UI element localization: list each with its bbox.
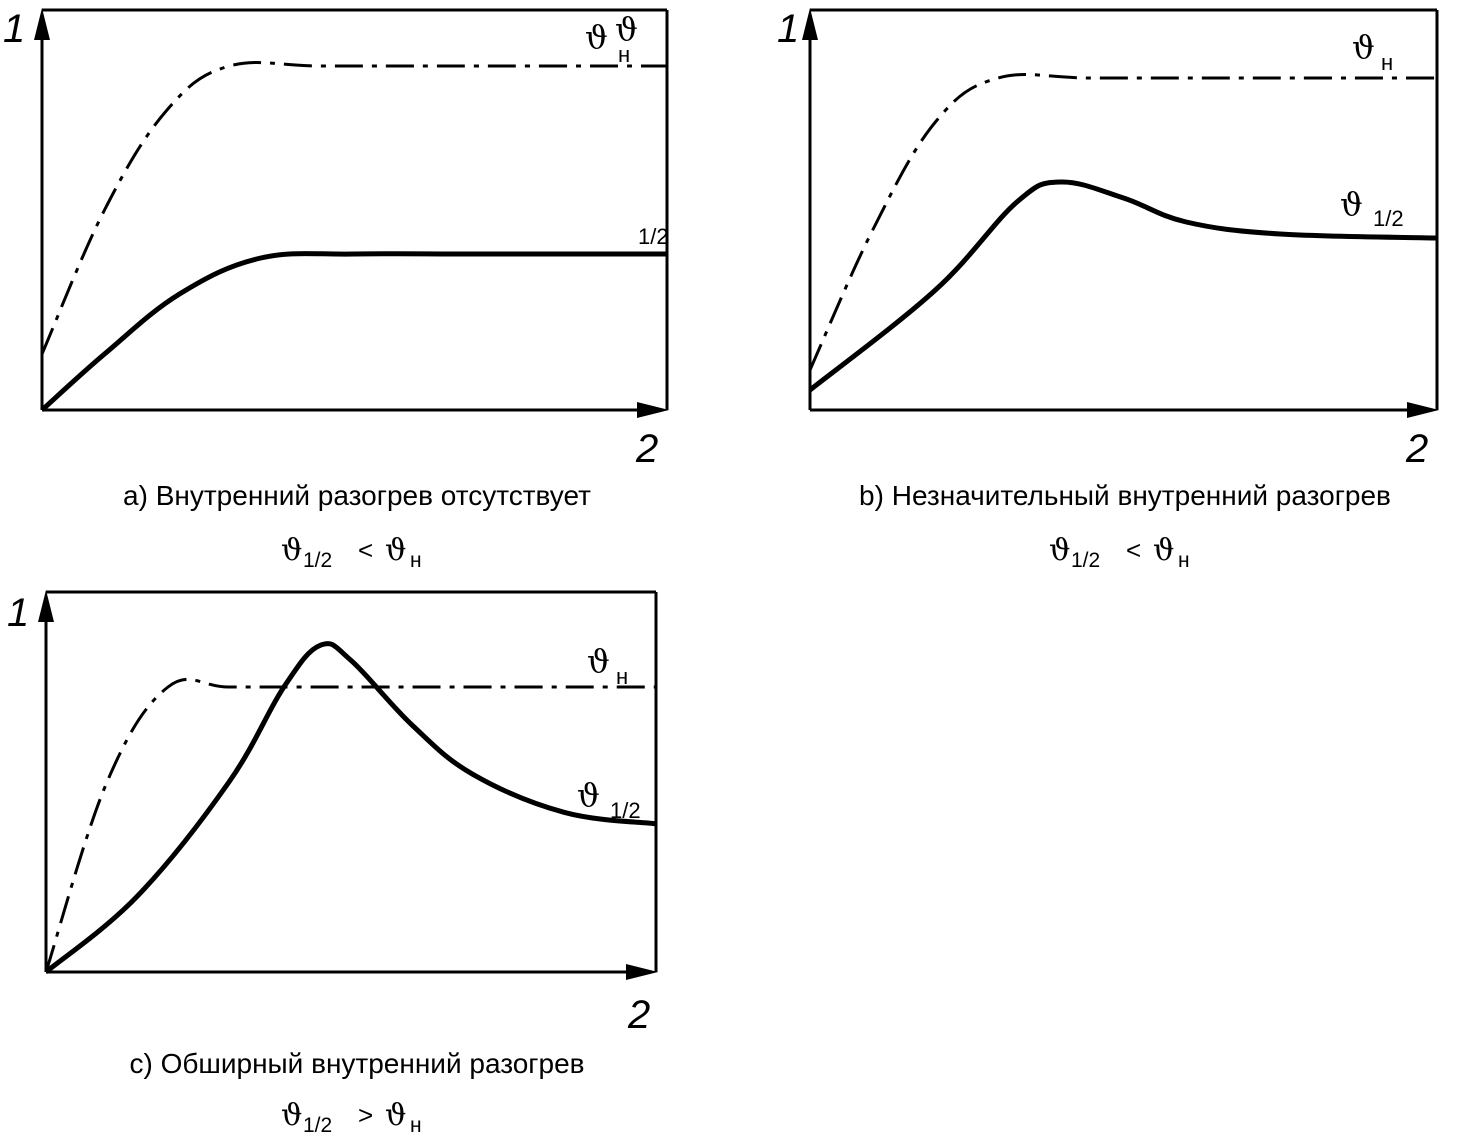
series-line-theta-n (40, 61, 667, 355)
series-label-theta-half-subscript: 1/2 (638, 224, 669, 249)
series-label-theta-half: ϑ 1/2 (1340, 185, 1404, 231)
relation-right-symbol: ϑ (1153, 533, 1174, 568)
series-label-theta-n-subscript: н (618, 42, 630, 67)
relation-formula: ϑ 1/2 < ϑ н (281, 533, 422, 572)
series-label-theta-n-symbol: ϑ (585, 18, 608, 56)
series-label-theta-n-symbol: ϑ (587, 642, 610, 680)
relation-operator: < (358, 535, 373, 565)
series-label-theta-half-subscript: 1/2 (1373, 206, 1404, 231)
y-axis-label: 1 (7, 591, 29, 635)
chart-caption: b) Незначительный внутренний разогрев (859, 480, 1391, 511)
y-axis-arrow (802, 8, 818, 40)
series-label-theta-half-subscript: 1/2 (610, 798, 641, 823)
relation-right-subscript: н (410, 549, 422, 572)
x-axis-label: 2 (627, 993, 650, 1037)
relation-left-subscript: 1/2 (303, 549, 332, 572)
chart-a: 12ϑ нϑ1/2a) Внутренний разогрев отсутству… (3, 7, 669, 572)
relation-left-symbol: ϑ (281, 1098, 302, 1133)
relation-formula: ϑ 1/2 > ϑ н (281, 1098, 422, 1135)
series-line-theta-half (44, 641, 657, 974)
x-axis-arrow (637, 402, 669, 418)
x-axis-arrow (626, 964, 658, 980)
relation-left-symbol: ϑ (1049, 533, 1070, 568)
relation-operator: > (358, 1100, 373, 1130)
x-axis-label: 2 (1405, 427, 1428, 471)
series-label-theta-half-symbol: ϑ (615, 10, 638, 48)
series-label-theta-n-subscript: н (1381, 50, 1393, 75)
series-label-theta-n-subscript: н (616, 664, 628, 689)
chart-b: 12ϑ нϑ 1/2b) Незначительный внутренний раз… (777, 7, 1439, 572)
y-axis-label: 1 (3, 7, 25, 51)
series-label-theta-n-symbol: ϑ (1352, 28, 1375, 66)
x-axis-label: 2 (635, 427, 658, 471)
series-label-theta-half-symbol: ϑ (577, 776, 600, 814)
chart-c: 12ϑ нϑ 1/2c) Обширный внутренний разогревϑ… (7, 590, 658, 1135)
chart-caption: c) Обширный внутренний разогрев (129, 1048, 584, 1079)
series-label-theta-half: ϑ 1/2 (577, 776, 641, 823)
relation-left-subscript: 1/2 (1071, 549, 1100, 572)
chart-caption: a) Внутренний разогрев отсутствует (123, 480, 591, 511)
relation-operator: < (1126, 535, 1141, 565)
series-label-theta-half-symbol: ϑ (1340, 185, 1363, 223)
y-axis-arrow (38, 590, 54, 622)
series-line-theta-n (44, 677, 656, 973)
relation-left-subscript: 1/2 (303, 1114, 332, 1135)
series-label-theta-half: ϑ 1/2 (615, 10, 669, 249)
x-axis-arrow (1407, 402, 1439, 418)
relation-right-subscript: н (410, 1114, 422, 1135)
y-axis-arrow (34, 8, 50, 40)
relation-right-subscript: н (1178, 549, 1190, 572)
series-line-theta-n (808, 73, 1437, 371)
relation-right-symbol: ϑ (385, 1098, 406, 1133)
relation-right-symbol: ϑ (385, 533, 406, 568)
series-line-theta-half (808, 179, 1438, 392)
relation-left-symbol: ϑ (281, 533, 302, 568)
series-line-theta-half (40, 251, 667, 412)
relation-formula: ϑ 1/2 < ϑ н (1049, 533, 1190, 572)
y-axis-label: 1 (777, 7, 799, 51)
